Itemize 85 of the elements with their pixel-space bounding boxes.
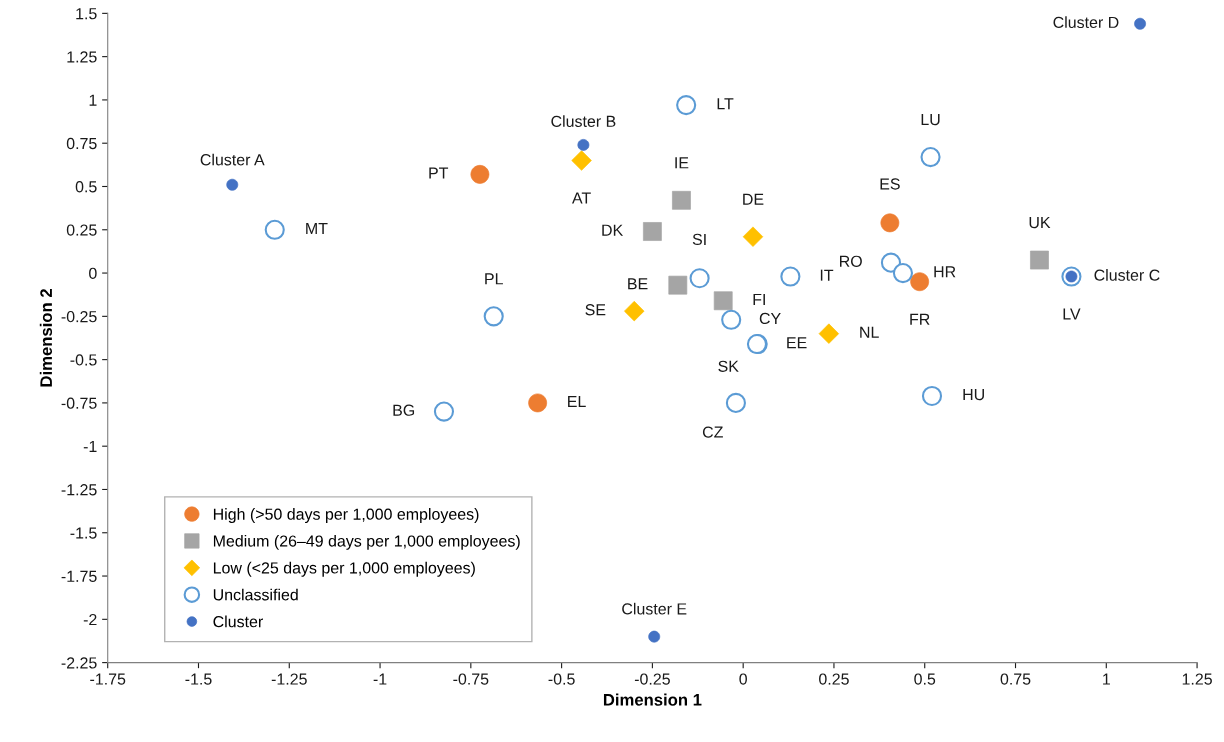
y-tick-label: 0 [89, 267, 97, 279]
data-label: BG [393, 404, 415, 416]
y-axis-title: Dimension 2 [39, 289, 53, 387]
point [921, 385, 943, 407]
y-tick-label: -1.5 [70, 527, 97, 539]
data-label: EE [787, 337, 807, 349]
y-tick-label: 1.25 [67, 51, 97, 63]
data-label: LU [921, 114, 940, 126]
y-tick-label: -1.75 [61, 570, 97, 582]
point [643, 222, 662, 241]
point [433, 401, 455, 422]
data-label: FI [753, 293, 765, 305]
point [880, 213, 900, 233]
y-tick-label: -0.5 [70, 354, 97, 366]
data-label: NL [860, 326, 879, 338]
data-label: Cluster E [622, 602, 687, 615]
point [624, 300, 645, 322]
point [721, 309, 742, 330]
point [892, 262, 914, 284]
data-label: LV [1063, 308, 1081, 320]
point [264, 219, 285, 240]
data-label: PL [485, 273, 503, 285]
y-tick-label: 0.25 [66, 224, 97, 236]
data-label: AT [572, 192, 591, 204]
data-label: CY [759, 312, 781, 325]
legend-label: High (>50 days per 1,000 employees) [213, 508, 479, 523]
point [668, 275, 688, 295]
data-label: DK [602, 224, 624, 236]
data-label: DE [743, 193, 764, 205]
y-tick-label: -2 [83, 613, 97, 626]
x-tick-label: 0.75 [1000, 673, 1031, 685]
data-label: EL [568, 396, 586, 408]
point [818, 323, 840, 344]
point [483, 306, 504, 327]
data-label: BE [628, 278, 648, 290]
data-label: SE [585, 304, 606, 316]
data-label: HU [963, 389, 984, 401]
data-label: IE [675, 157, 689, 169]
x-tick-label: -1.25 [271, 673, 307, 685]
data-label: Cluster B [551, 115, 616, 127]
legend-label: Medium (26–49 days per 1,000 employees) [213, 534, 520, 550]
x-tick-label: 0 [739, 673, 747, 685]
data-label: Cluster D [1053, 16, 1119, 29]
point [725, 392, 746, 413]
x-tick-label: -0.5 [548, 673, 575, 685]
data-label: HR [934, 266, 956, 278]
x-axis-title: Dimension 1 [603, 693, 702, 706]
data-label: UK [1029, 217, 1051, 229]
legend-label: Unclassified [213, 588, 298, 601]
y-tick-label: -0.75 [61, 397, 97, 409]
data-label: ES [880, 178, 900, 190]
data-label: Cluster A [200, 153, 265, 166]
data-label: IT [820, 269, 834, 281]
data-label: Cluster C [1094, 269, 1160, 281]
legend-label: Low (<25 days per 1,000 employees) [213, 561, 475, 577]
x-tick-label: -0.75 [453, 673, 489, 685]
data-label: SI [692, 233, 706, 246]
x-tick-label: 0.5 [914, 673, 936, 685]
x-tick-label: -0.25 [634, 673, 670, 685]
point [780, 266, 801, 287]
x-tick-label: -1.5 [185, 673, 212, 685]
point [920, 146, 941, 168]
y-tick-label: 1 [89, 94, 97, 106]
data-label: SK [718, 360, 739, 372]
data-label: MT [306, 222, 328, 234]
y-tick-label: -1 [83, 440, 97, 452]
data-label: PT [429, 167, 449, 179]
x-tick-label: 1 [1103, 673, 1110, 685]
y-tick-label: 0.75 [66, 137, 97, 150]
y-tick-label: 1.5 [76, 8, 97, 20]
x-tick-label: 1.25 [1182, 673, 1212, 685]
point [672, 190, 691, 210]
data-label: RO [840, 255, 862, 267]
y-tick-label: -0.25 [61, 310, 97, 323]
y-tick-label: -1.25 [61, 484, 97, 496]
data-label: LT [717, 98, 734, 110]
point [689, 268, 710, 289]
x-tick-label: -1 [373, 673, 387, 685]
data-label: CZ [702, 426, 723, 438]
data-label: FR [910, 313, 930, 325]
y-tick-label: 0.5 [75, 181, 97, 193]
legend-label: Cluster [213, 615, 263, 628]
x-tick-label: 0.25 [819, 673, 849, 685]
point [676, 95, 697, 116]
y-tick-label: -2.25 [61, 657, 97, 669]
